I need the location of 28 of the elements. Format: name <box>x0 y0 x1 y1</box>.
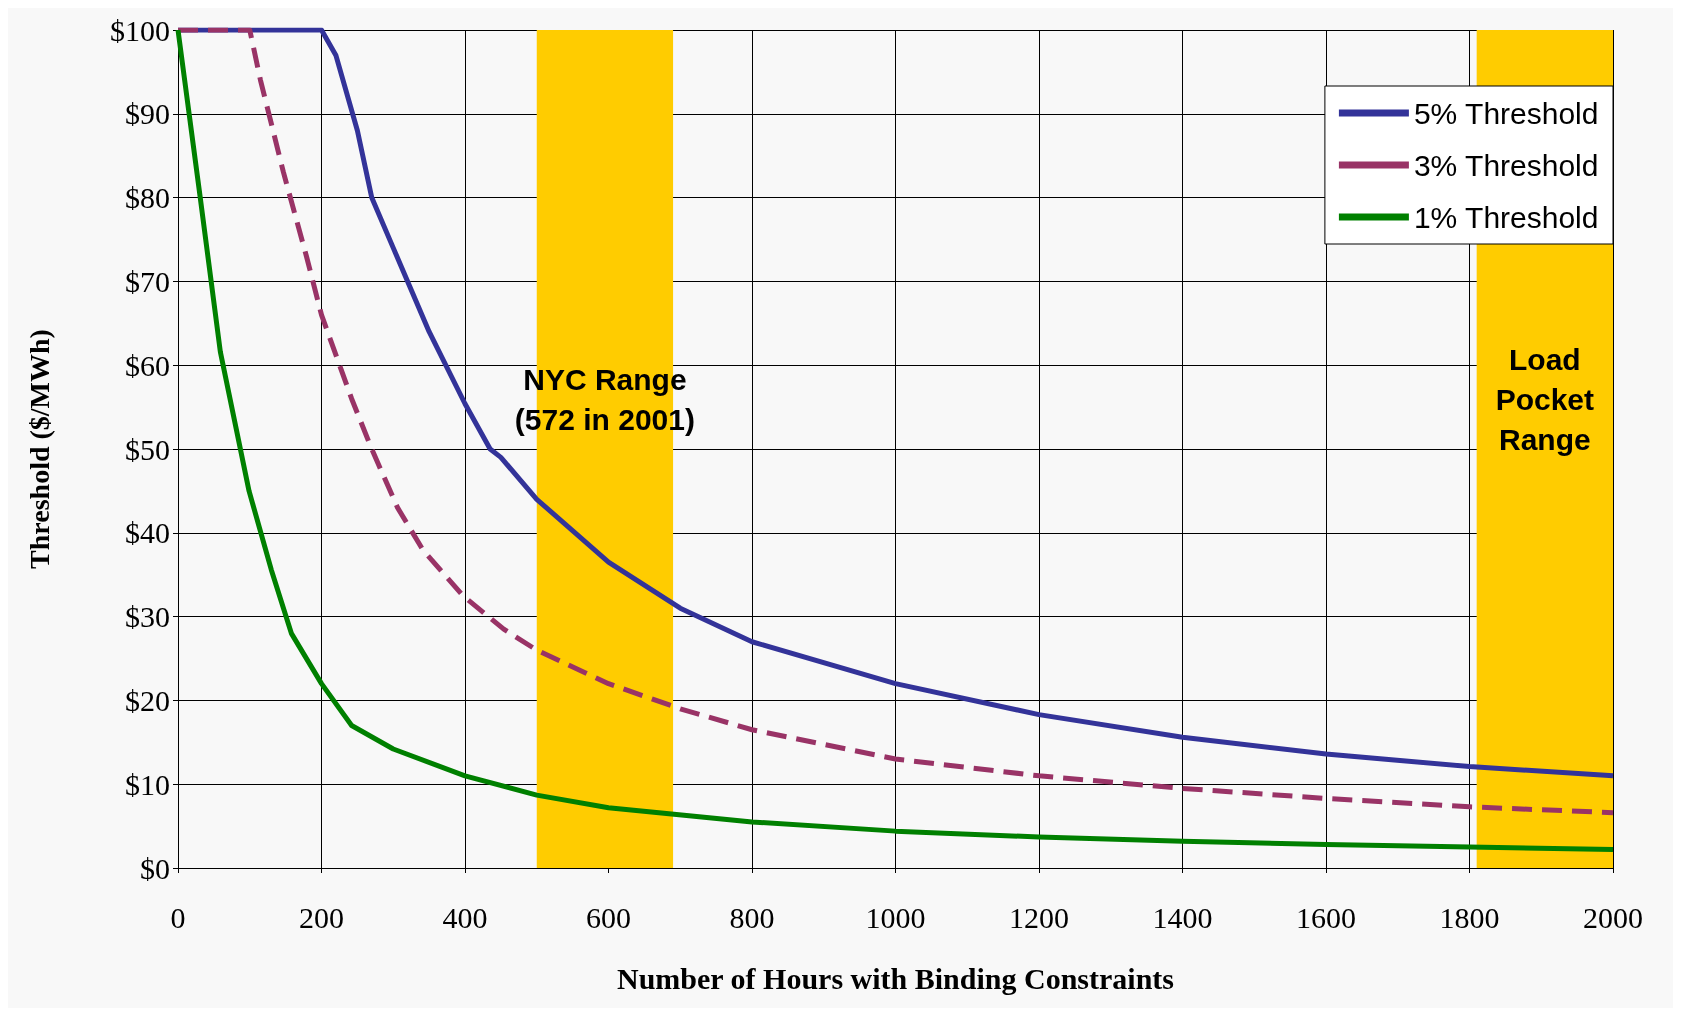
x-tick-label: 2000 <box>1583 900 1643 934</box>
y-tick-label: $70 <box>125 264 170 298</box>
x-tick-label: 1800 <box>1439 900 1500 934</box>
x-tick-label: 0 <box>170 900 186 934</box>
x-tick-label: 1400 <box>1152 900 1213 934</box>
x-tick-label: 400 <box>442 900 488 934</box>
y-tick-label: $40 <box>125 516 170 550</box>
y-tick-label: $50 <box>125 432 170 466</box>
y-tick-label: $100 <box>110 13 170 47</box>
band-label: Load Pocket Range <box>1495 342 1595 456</box>
x-tick-label: 600 <box>586 900 631 934</box>
x-tick-label: 1600 <box>1296 900 1356 934</box>
y-axis-title: Threshold ($/MWh) <box>23 329 55 569</box>
x-tick-label: 1200 <box>1009 900 1069 934</box>
x-tick-label: 800 <box>729 900 775 934</box>
y-tick-label: $10 <box>125 767 170 801</box>
y-tick-label: $30 <box>125 600 170 634</box>
x-tick-label: 1000 <box>865 900 926 934</box>
y-tick-label: $60 <box>125 348 170 382</box>
legend-label: 3% Threshold <box>1413 148 1599 182</box>
y-tick-label: $20 <box>125 683 170 717</box>
y-tick-label: $80 <box>125 181 170 215</box>
y-tick-label: $90 <box>125 97 170 131</box>
x-axis-title: Number of Hours with Binding Constraints <box>616 961 1175 995</box>
legend-label: 1% Threshold <box>1413 200 1599 234</box>
y-tick-label: $0 <box>140 851 170 885</box>
legend-label: 5% Threshold <box>1413 96 1599 130</box>
x-tick-label: 200 <box>299 900 344 934</box>
